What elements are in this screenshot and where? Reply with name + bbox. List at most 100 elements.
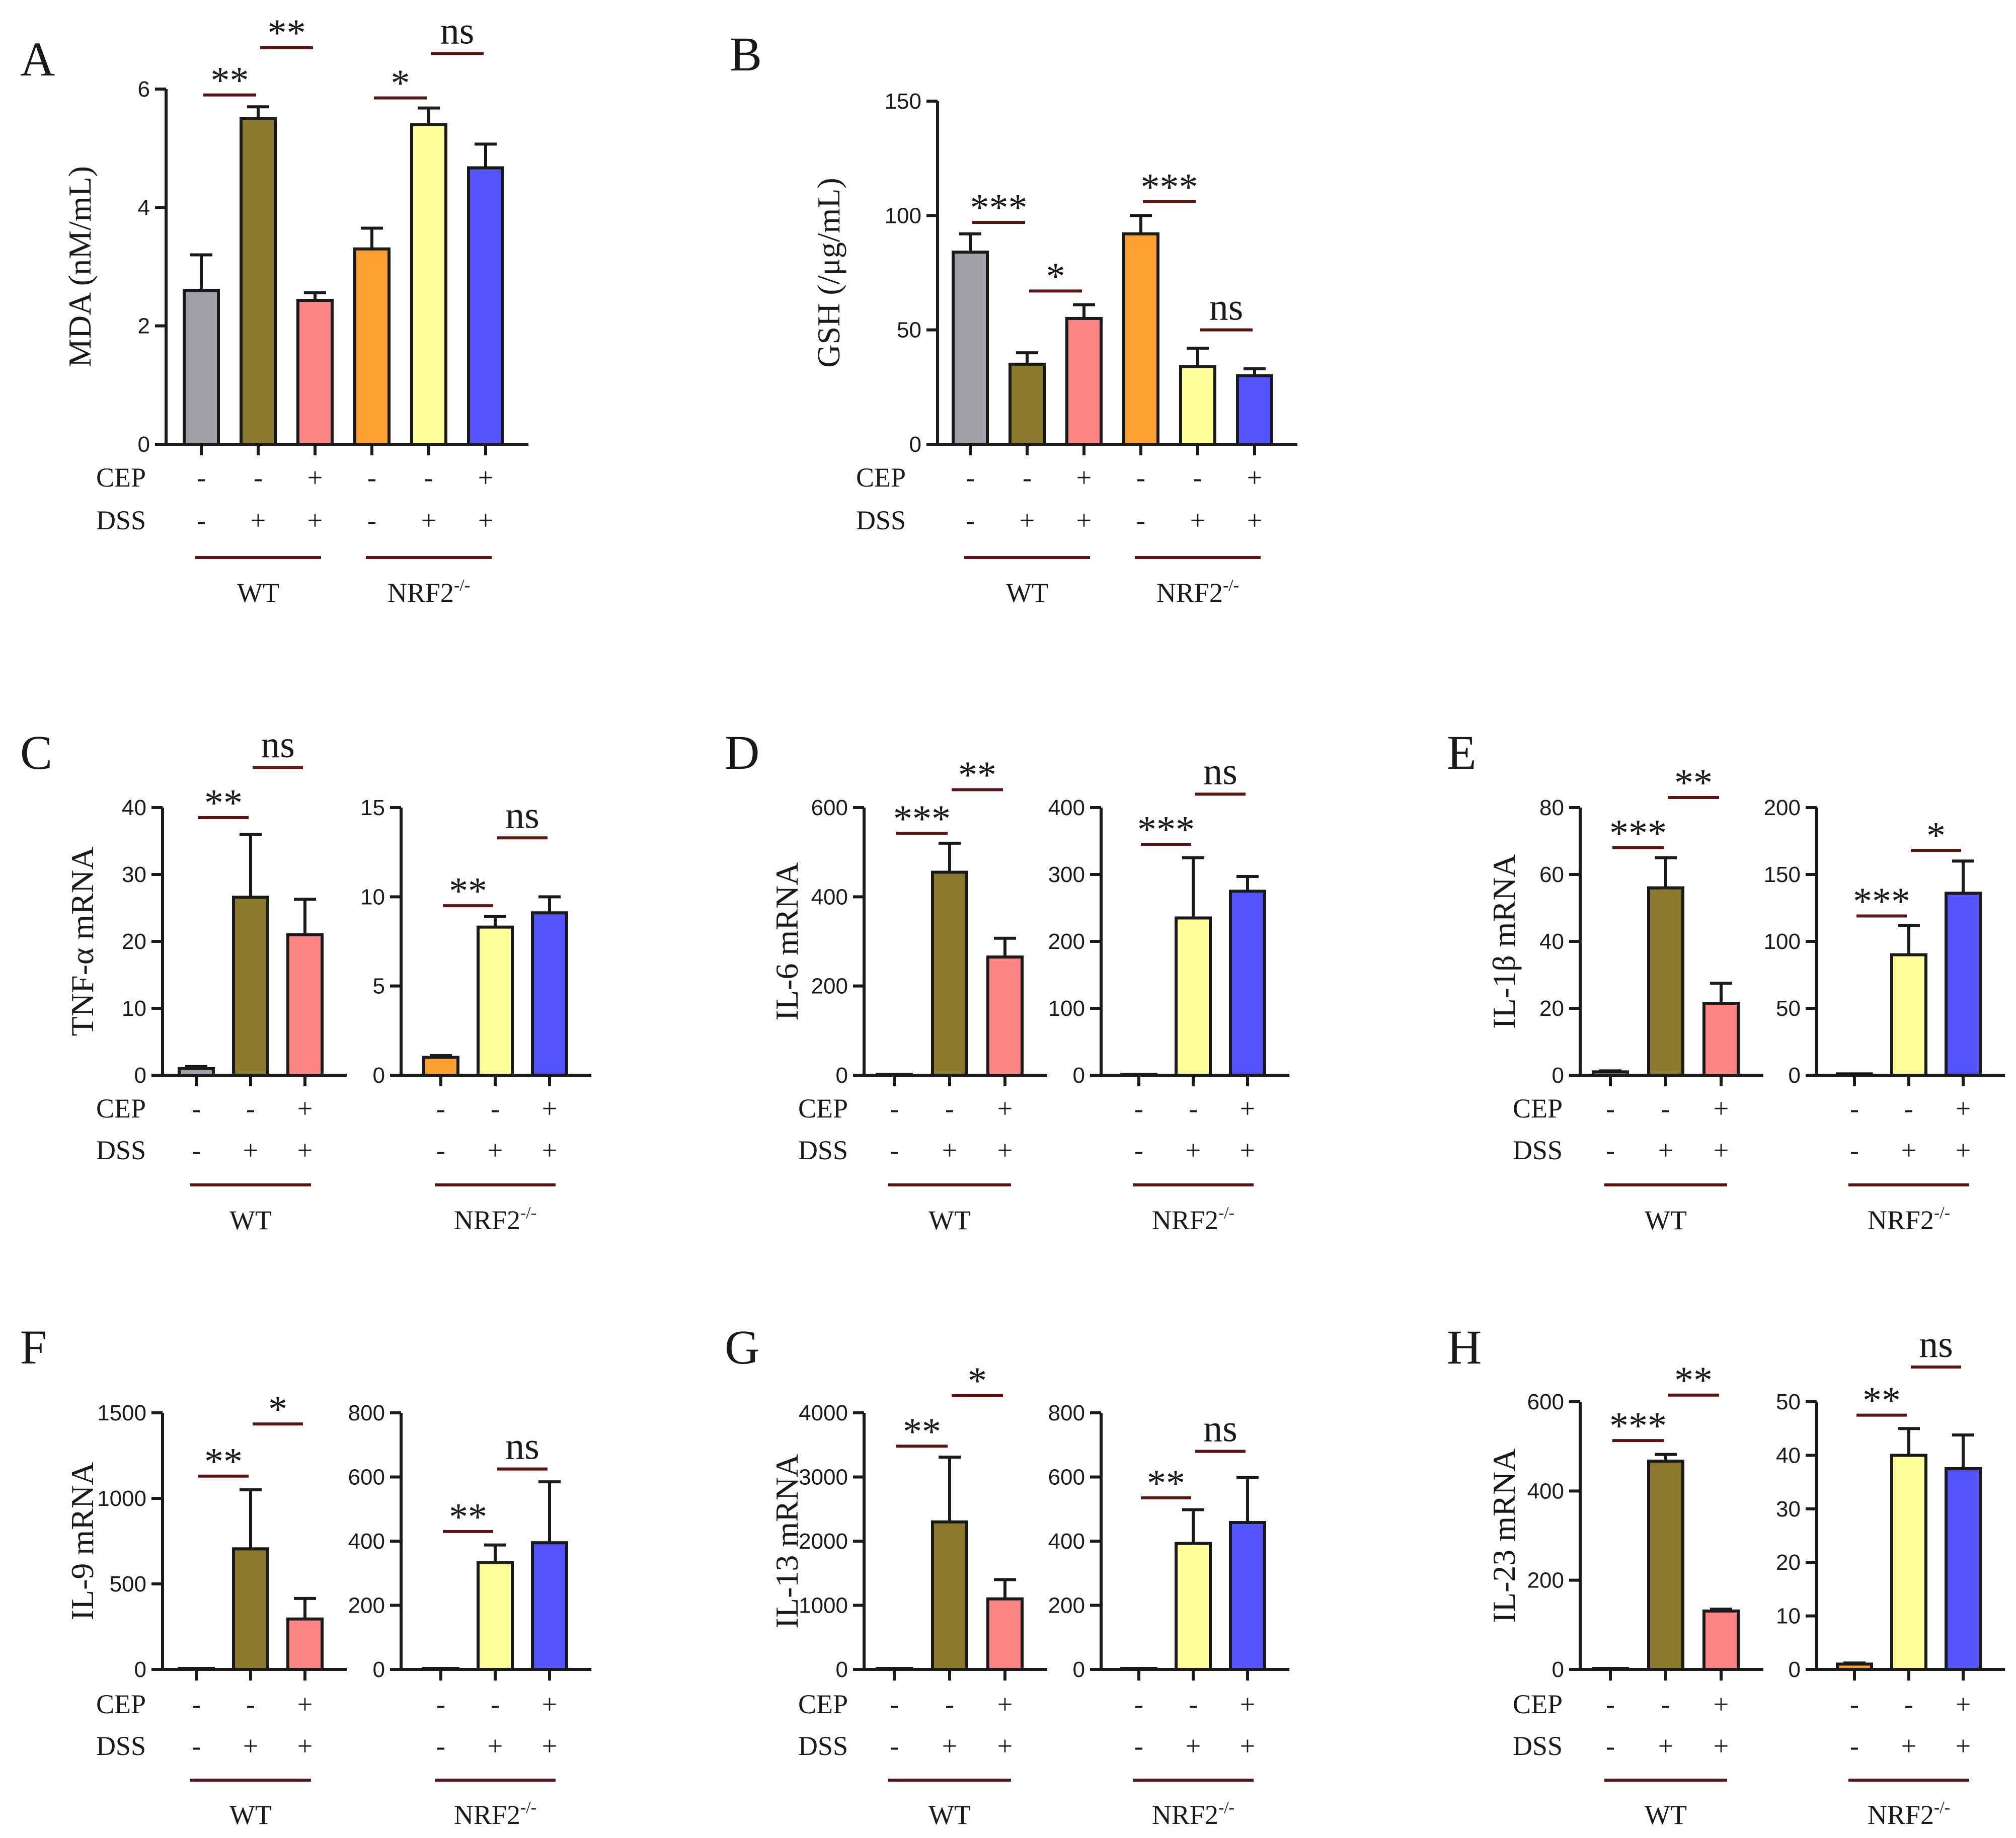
dss-sign: + bbox=[1956, 1135, 1971, 1165]
significance-label: ** bbox=[1674, 1360, 1713, 1402]
significance-label: ** bbox=[1863, 1380, 1901, 1422]
bar bbox=[286, 1617, 324, 1671]
y-tick-label: 0 bbox=[1789, 1657, 1801, 1682]
y-tick-label: 200 bbox=[1764, 795, 1801, 820]
y-axis-label: IL-6 mRNA bbox=[769, 862, 805, 1021]
y-axis-label: IL-13 mRNA bbox=[769, 1454, 805, 1629]
cep-sign: + bbox=[997, 1689, 1013, 1719]
bar bbox=[1179, 365, 1216, 446]
significance-label: ** bbox=[268, 12, 306, 54]
group-label-nrf2: NRF2-/- bbox=[1868, 1204, 1950, 1235]
dss-sign: + bbox=[1658, 1731, 1673, 1761]
row-label-dss: DSS bbox=[1513, 1731, 1563, 1761]
group-label-wt: WT bbox=[1645, 1205, 1687, 1235]
bar bbox=[1702, 1609, 1740, 1671]
y-tick-label: 50 bbox=[1776, 1390, 1801, 1414]
cep-sign: - bbox=[1606, 1093, 1615, 1124]
significance-label: ** bbox=[211, 59, 249, 102]
y-tick-label: 40 bbox=[1539, 929, 1564, 954]
row-label-cep: CEP bbox=[856, 462, 906, 493]
y-tick-label: 400 bbox=[348, 1529, 385, 1554]
bar bbox=[353, 247, 391, 446]
cep-sign: - bbox=[1193, 462, 1202, 493]
dss-sign: + bbox=[1658, 1135, 1673, 1165]
bar bbox=[240, 117, 277, 446]
dss-sign: + bbox=[307, 505, 323, 535]
dss-sign: - bbox=[197, 505, 206, 535]
y-tick-label: 400 bbox=[1527, 1479, 1564, 1503]
dss-sign: - bbox=[192, 1731, 201, 1761]
y-tick-label: 200 bbox=[811, 974, 848, 999]
bar bbox=[422, 1667, 459, 1671]
y-tick-label: 600 bbox=[1048, 1465, 1085, 1490]
y-tick-label: 3000 bbox=[799, 1465, 848, 1490]
y-tick-label: 80 bbox=[1539, 795, 1564, 820]
cep-sign: + bbox=[1076, 462, 1092, 493]
y-tick-label: 15 bbox=[360, 795, 385, 820]
significance-label: * bbox=[1046, 255, 1065, 297]
cep-sign: - bbox=[1850, 1093, 1859, 1124]
row-label-cep: CEP bbox=[96, 1689, 146, 1719]
charts: A MDA (nM/mL) 0 2 4 6 - - - + + + - - - + + + CEP DSS WT NRF2… bbox=[20, 10, 2005, 1830]
cep-sign: + bbox=[1714, 1093, 1729, 1124]
significance-label: ** bbox=[958, 754, 996, 796]
dss-sign: + bbox=[1247, 505, 1262, 535]
dss-sign: + bbox=[997, 1731, 1013, 1761]
y-axis-label: MDA (nM/mL) bbox=[62, 166, 98, 367]
dss-sign: - bbox=[192, 1135, 201, 1165]
y-tick-label: 200 bbox=[348, 1593, 385, 1618]
group-label-nrf2: NRF2-/- bbox=[1868, 1798, 1950, 1830]
bar bbox=[1647, 1459, 1684, 1671]
dss-sign: - bbox=[1850, 1731, 1859, 1761]
y-tick-label: 500 bbox=[110, 1572, 146, 1596]
cep-sign: - bbox=[192, 1093, 201, 1124]
significance-label: ** bbox=[903, 1410, 941, 1453]
bar bbox=[531, 911, 568, 1077]
significance-label: ns bbox=[1919, 1323, 1953, 1366]
dss-sign: + bbox=[942, 1731, 957, 1761]
significance-label: ns bbox=[1203, 750, 1237, 792]
bar bbox=[1236, 374, 1273, 446]
bar bbox=[286, 933, 324, 1077]
dss-sign: - bbox=[436, 1731, 445, 1761]
dss-sign: + bbox=[1901, 1731, 1916, 1761]
y-tick-label: 40 bbox=[122, 795, 146, 820]
bar bbox=[410, 123, 447, 446]
cep-sign: - bbox=[1189, 1093, 1198, 1124]
dss-sign: + bbox=[1240, 1135, 1255, 1165]
y-axis-label: IL-23 mRNA bbox=[1486, 1449, 1522, 1623]
dss-sign: + bbox=[1901, 1135, 1916, 1165]
dss-sign: + bbox=[1714, 1731, 1729, 1761]
dss-sign: - bbox=[1850, 1135, 1859, 1165]
group-label-wt: WT bbox=[229, 1205, 272, 1235]
dss-sign: + bbox=[488, 1731, 503, 1761]
significance-label: *** bbox=[1141, 166, 1198, 208]
bar bbox=[1229, 1521, 1266, 1671]
significance-label: ns bbox=[261, 724, 295, 766]
group-label-wt: WT bbox=[928, 1800, 971, 1830]
row-label-cep: CEP bbox=[798, 1093, 848, 1124]
cep-sign: - bbox=[1136, 462, 1145, 493]
y-axis-label: IL-9 mRNA bbox=[64, 1462, 100, 1621]
dss-sign: + bbox=[478, 505, 493, 535]
y-tick-label: 600 bbox=[811, 795, 848, 820]
dss-sign: + bbox=[251, 505, 266, 535]
cep-sign: - bbox=[1904, 1093, 1913, 1124]
bar bbox=[1945, 1467, 1982, 1671]
y-tick-label: 200 bbox=[1048, 1593, 1085, 1618]
bar bbox=[876, 1667, 913, 1671]
y-tick-label: 5 bbox=[373, 974, 385, 999]
y-tick-label: 10 bbox=[360, 885, 385, 909]
row-label-cep: CEP bbox=[96, 462, 146, 493]
dss-sign: + bbox=[297, 1731, 313, 1761]
bar bbox=[1122, 232, 1159, 446]
y-tick-label: 400 bbox=[1048, 1529, 1085, 1554]
cep-sign: + bbox=[997, 1093, 1013, 1124]
cep-sign: - bbox=[1661, 1689, 1670, 1719]
group-label-nrf2: NRF2-/- bbox=[1152, 1798, 1234, 1830]
bar bbox=[232, 1547, 269, 1671]
chart-G_KO: 0 200 400 600 800 - - - + + + NRF2-/- ** ns bbox=[1048, 1401, 1290, 1830]
y-tick-label: 40 bbox=[1776, 1443, 1801, 1468]
dss-sign: + bbox=[297, 1135, 313, 1165]
bar bbox=[477, 1561, 514, 1671]
